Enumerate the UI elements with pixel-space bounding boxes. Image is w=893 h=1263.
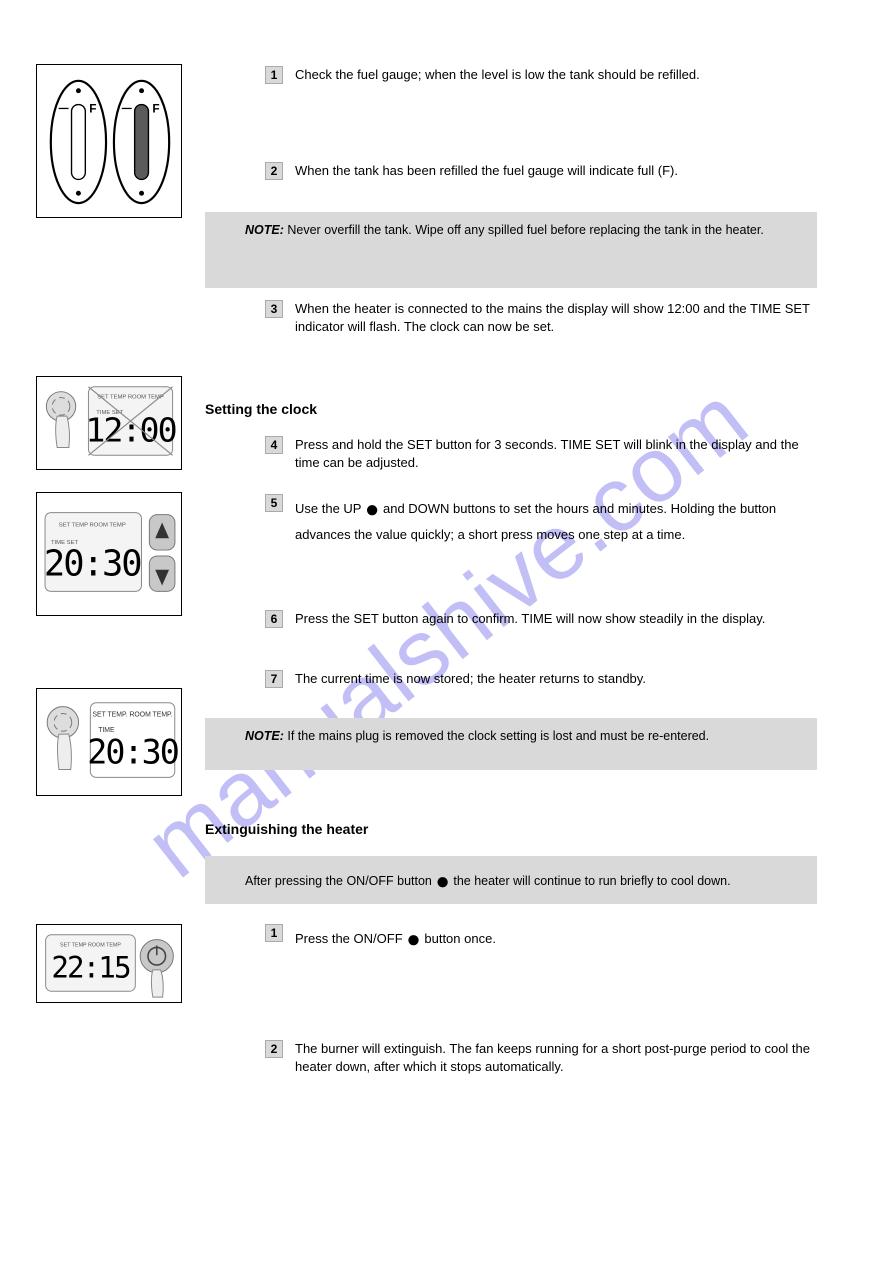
step-number: 5 — [265, 494, 283, 512]
step-text-part1: Use the UP — [295, 501, 365, 516]
step-text-part1: Press the ON/OFF — [295, 931, 406, 946]
illustration-clock-20-30-confirm: SET TEMP. ROOM TEMP. TIME 20:30 — [36, 688, 182, 796]
step-clock-confirm: 6 Press the SET button again to confirm.… — [265, 610, 813, 628]
step-number: 7 — [265, 670, 283, 688]
step-text: When the tank has been refilled the fuel… — [295, 162, 813, 180]
step-extinguish-cooldown: 2 The burner will extinguish. The fan ke… — [265, 1040, 813, 1075]
note-text: If the mains plug is removed the clock s… — [287, 729, 709, 743]
step-number: 4 — [265, 436, 283, 454]
illustration-clock-20-30-adjust: SET TEMP ROOM TEMP TIME SET 20:30 — [36, 492, 182, 616]
step-number: 2 — [265, 162, 283, 180]
svg-text:12:00: 12:00 — [85, 411, 175, 450]
step-text: The current time is now stored; the heat… — [295, 670, 813, 688]
step-number: 2 — [265, 1040, 283, 1058]
note-text-part2: the heater will continue to run briefly … — [453, 874, 730, 888]
step-text: When the heater is connected to the main… — [295, 300, 813, 335]
svg-text:SET TEMP ROOM TEMP: SET TEMP ROOM TEMP — [59, 522, 126, 528]
step-text: The burner will extinguish. The fan keep… — [295, 1040, 813, 1075]
step-gauge-full: 2 When the tank has been refilled the fu… — [265, 162, 813, 180]
svg-text:22:15: 22:15 — [51, 951, 130, 985]
note-band-fuel: NOTE: Never overfill the tank. Wipe off … — [205, 212, 817, 288]
svg-text:SET TEMP ROOM TEMP: SET TEMP ROOM TEMP — [97, 395, 164, 401]
step-text: Press the SET button again to confirm. T… — [295, 610, 813, 628]
step-number: 1 — [265, 66, 283, 84]
step-text: Check the fuel gauge; when the level is … — [295, 66, 813, 84]
step-clock-done: 7 The current time is now stored; the he… — [265, 670, 813, 688]
step-clock-adjust: 5 Use the UP ● and DOWN buttons to set t… — [265, 494, 813, 544]
section-heading-clock: Setting the clock — [205, 400, 317, 419]
note-text-part1: After pressing the ON/OFF button — [245, 874, 435, 888]
step-gauge-low: 1 Check the fuel gauge; when the level i… — [265, 66, 813, 84]
section-heading-extinguish: Extinguishing the heater — [205, 820, 368, 839]
note-text: Never overfill the tank. Wipe off any sp… — [287, 223, 763, 237]
inline-bullet-icon: ● — [365, 496, 380, 523]
svg-text:F: F — [89, 101, 96, 115]
svg-text:20:30: 20:30 — [87, 733, 178, 772]
inline-bullet-icon: ● — [435, 868, 450, 895]
inline-bullet-icon: ● — [406, 926, 421, 953]
svg-text:F: F — [152, 101, 159, 115]
step-text: Press and hold the SET button for 3 seco… — [295, 436, 813, 471]
illustration-fuel-gauge: F F — [36, 64, 182, 218]
note-band-clock: NOTE: If the mains plug is removed the c… — [205, 718, 817, 770]
step-clock-set: 4 Press and hold the SET button for 3 se… — [265, 436, 813, 471]
svg-text:SET TEMP. ROOM TEMP.: SET TEMP. ROOM TEMP. — [92, 711, 172, 718]
step-number: 3 — [265, 300, 283, 318]
note-label: NOTE: — [245, 223, 284, 237]
note-band-extinguish: After pressing the ON/OFF button ● the h… — [205, 856, 817, 904]
note-label: NOTE: — [245, 729, 284, 743]
step-clock-intro: 3 When the heater is connected to the ma… — [265, 300, 813, 335]
step-extinguish-press: 1 Press the ON/OFF ● button once. — [265, 924, 813, 956]
illustration-off-22-15: SET TEMP ROOM TEMP 22:15 — [36, 924, 182, 1003]
svg-text:SET TEMP ROOM TEMP: SET TEMP ROOM TEMP — [60, 942, 121, 948]
step-text-part2: button once. — [424, 931, 496, 946]
illustration-clock-12-00: SET TEMP ROOM TEMP TIME SET 12:00 — [36, 376, 182, 470]
step-number: 6 — [265, 610, 283, 628]
step-number: 1 — [265, 924, 283, 942]
svg-text:20:30: 20:30 — [44, 544, 141, 585]
